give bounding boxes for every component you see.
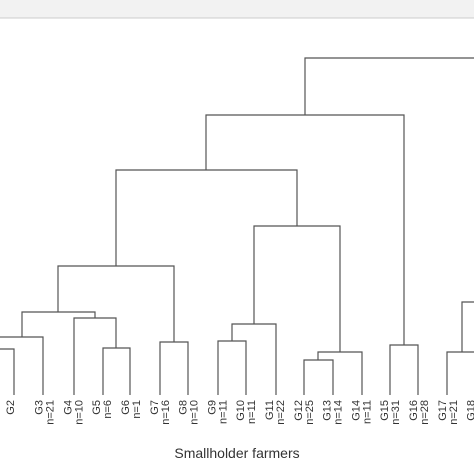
leaf-label: G12	[293, 400, 305, 421]
leaf-count: n=11	[217, 400, 229, 424]
leaf-count: n=11	[361, 400, 373, 424]
leaf-label: G3	[34, 400, 46, 415]
leaf-label: G18	[466, 400, 474, 421]
leaf-label: G13	[322, 400, 334, 421]
leaf-label: G17	[437, 400, 449, 421]
leaf-label: G14	[350, 400, 362, 421]
leaf-count: n=21	[45, 400, 57, 425]
leaf-label: G5	[91, 400, 103, 415]
leaf-count: n=14	[333, 400, 345, 425]
top-bar	[0, 0, 474, 18]
leaf-count: n=10	[189, 400, 201, 425]
leaf-count: n=22	[275, 400, 287, 425]
leaf-count: n=11	[246, 400, 258, 424]
leaf-label: G7	[149, 400, 161, 415]
leaf-label: G11	[264, 400, 276, 420]
leaf-label: G8	[178, 400, 190, 415]
leaf-label: G2	[5, 400, 17, 415]
dendrogram-tree	[0, 57, 474, 395]
leaf-label: G6	[120, 400, 132, 415]
leaf-count: n=31	[390, 400, 402, 425]
leaf-count: n=28	[419, 400, 431, 425]
leaf-label: G15	[379, 400, 391, 421]
leaf-count: n=16	[160, 400, 172, 425]
leaf-label: G9	[206, 400, 218, 415]
leaf-count: n=6	[102, 400, 114, 419]
leaf-label: G4	[62, 400, 74, 415]
leaf-count: n=21	[448, 400, 460, 425]
leaf-count: n=10	[73, 400, 85, 425]
leaf-count: n=1	[131, 400, 143, 419]
x-axis-label: Smallholder farmers	[174, 445, 299, 461]
leaf-label: G16	[408, 400, 420, 421]
leaf-label: G10	[235, 400, 247, 421]
leaf-count: n=25	[304, 400, 316, 425]
